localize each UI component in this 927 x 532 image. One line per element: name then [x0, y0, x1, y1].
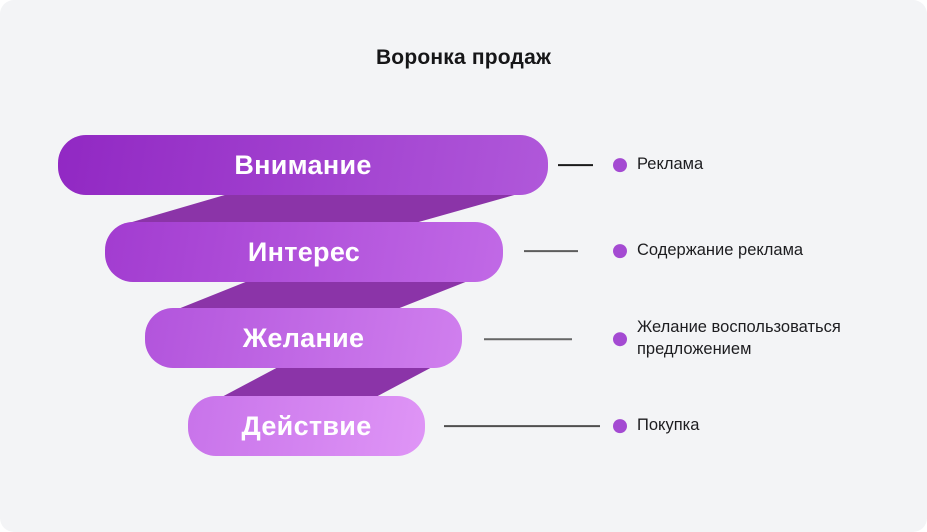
funnel-stage-attention: Внимание [58, 135, 548, 195]
bullet-icon [613, 157, 627, 172]
connector-line [444, 424, 600, 427]
annotation-row-attention: Реклама [558, 154, 703, 176]
funnel-stage-action: Действие [188, 396, 425, 456]
funnel-stage-desire: Желание [145, 308, 462, 368]
annotation-label: Содержание реклама [637, 241, 804, 260]
ribbon-fold-3 [218, 365, 436, 399]
funnel-stage-label: Внимание [234, 149, 372, 180]
page-title: Воронка продаж [375, 46, 552, 69]
annotation-label: Желание воспользоваться предложением [637, 318, 841, 358]
annotation-row-interest: Содержание реклама [524, 240, 803, 262]
funnel-stage-label: Интерес [247, 236, 361, 267]
annotation-row-desire: Желание воспользоваться предложением [484, 317, 841, 361]
annotation-label: Покупка [637, 416, 700, 435]
bullet-icon [613, 418, 627, 433]
bullet-icon [613, 243, 627, 258]
annotation-row-action: Покупка [444, 415, 699, 437]
ribbon-fold-2 [173, 279, 473, 311]
funnel-stage-label: Действие [241, 410, 372, 441]
ribbon-fold-1 [122, 192, 525, 225]
connector-line [524, 249, 578, 252]
connector-line [558, 163, 593, 166]
connector-line [484, 338, 572, 340]
funnel-stage-interest: Интерес [105, 222, 503, 282]
funnel-stage-label: Желание [242, 322, 365, 353]
annotation-label: Реклама [637, 155, 704, 174]
bullet-icon [613, 332, 627, 346]
